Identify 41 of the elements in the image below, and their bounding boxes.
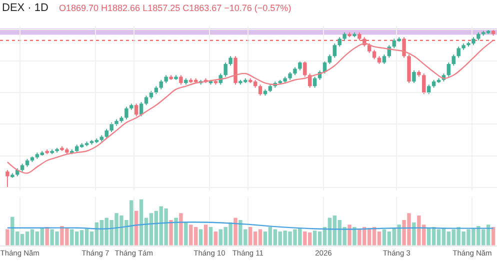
candlestick [110,122,114,133]
candlestick [228,56,232,66]
bar [184,222,188,246]
bar [45,226,49,246]
candlestick [456,46,460,58]
bar [179,213,183,246]
candlestick [298,60,302,71]
candlestick [426,84,431,95]
candlestick [328,54,332,65]
bar [6,229,10,246]
candlestick [104,128,108,139]
bar [348,224,352,246]
candlestick [224,62,228,78]
bar [174,218,178,246]
candlestick [258,84,262,96]
candlestick [303,60,307,78]
candlestick [422,73,426,95]
candlestick [134,103,138,117]
candlestick [367,42,372,54]
candlestick [159,79,163,90]
bar [134,210,138,246]
candlestick [179,74,183,86]
candlestick [332,42,336,58]
bar [214,232,218,246]
candlestick [412,70,416,84]
candlestick [124,106,128,120]
bar [204,224,208,246]
chart-subtitle: O1869.70 H1882.66 L1857.25 C1863.67 −10.76 (−0.57%) [59,3,292,13]
candlestick [446,62,451,78]
chart-title: DEX · 1D [2,2,49,14]
candlestick [6,169,10,188]
candlestick [338,36,342,48]
bar [198,229,203,246]
bar [234,218,238,246]
candlestick [382,54,386,65]
bar [352,226,356,246]
bar [169,220,173,246]
candlestick [402,36,406,58]
candlestick [452,54,456,66]
bar [412,222,416,246]
bar [208,226,213,246]
